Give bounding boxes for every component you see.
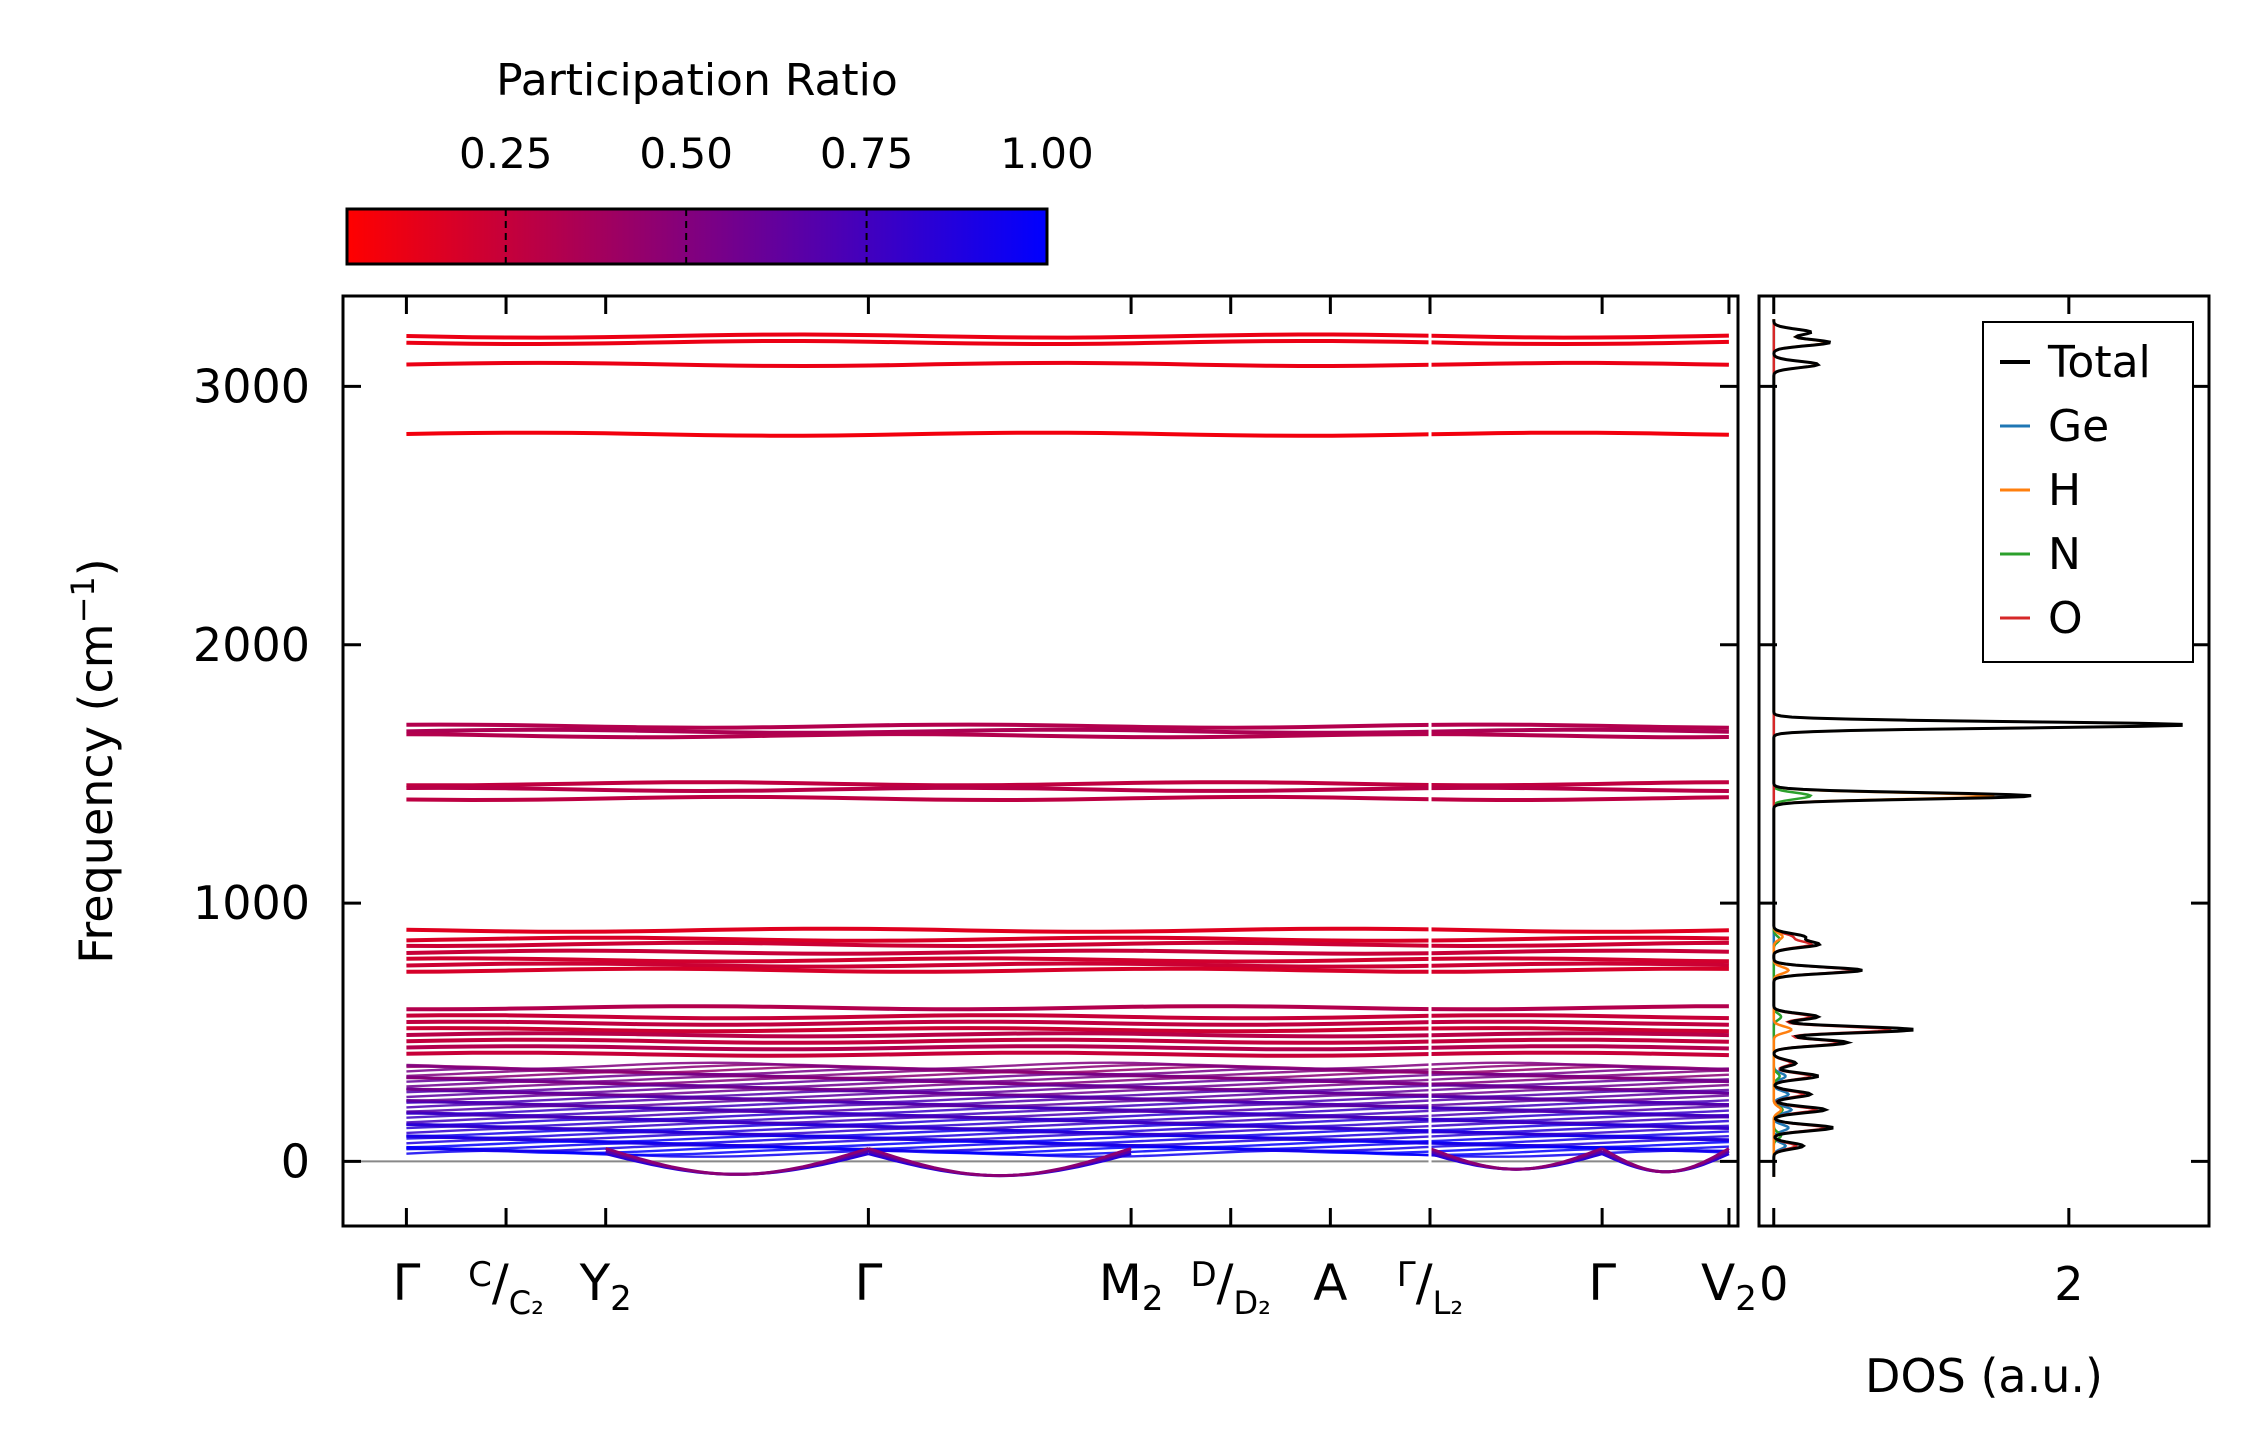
band-line: [406, 1111, 1729, 1121]
dos-x-tick-label: 0: [1759, 1257, 1788, 1311]
band-line: [406, 1123, 1729, 1132]
x-tick-label: Γ: [392, 1254, 420, 1312]
colorbar-tick-labels: 0.25 0.50 0.75 1.00: [459, 129, 1094, 178]
dos-x-tick-label: 2: [2054, 1257, 2083, 1311]
flat-band-line: [406, 926, 1729, 934]
x-tick-label: Γ: [1588, 1254, 1616, 1312]
legend-label-h: H: [2048, 465, 2081, 516]
acoustic-band-line: [605, 1147, 869, 1176]
flat-band-line: [406, 339, 1729, 347]
flat-band-line: [406, 1050, 1729, 1058]
colorbar-ticks: [504, 209, 868, 264]
band-line: [406, 1065, 1729, 1074]
colorbar-tick-label: 0.25: [459, 129, 553, 178]
x-tick-label: C/C₂: [468, 1254, 544, 1322]
band-line: [406, 1087, 1729, 1097]
flat-band-line: [406, 1031, 1729, 1039]
flat-band-line: [406, 727, 1729, 735]
x-tick-label: M2: [1099, 1254, 1164, 1319]
flat-band-line: [406, 1026, 1729, 1034]
y-tick-label: 0: [281, 1134, 310, 1188]
flat-band-line: [406, 794, 1729, 803]
y-tick-label: 1000: [193, 876, 310, 930]
colorbar-gradient: [345, 207, 1049, 266]
flat-band-line: [406, 1044, 1729, 1052]
flat-band-line: [406, 430, 1729, 438]
x-tick-label: D/D₂: [1190, 1254, 1271, 1322]
acoustic-band-line: [1429, 1147, 1603, 1171]
acoustic-band-line: [1601, 1152, 1730, 1174]
x-tick-label: Y2: [579, 1254, 632, 1319]
dos-legend: Total Ge HNO: [1982, 321, 2194, 663]
band-line: [406, 1134, 1729, 1143]
dos-line-total: [1772, 319, 2183, 1177]
colorbar-tick-label: 0.50: [639, 129, 733, 178]
y-tick-label: 2000: [193, 618, 310, 672]
dos-panel: 0 2 DOS (a.u.) Total Ge HNO: [1757, 294, 2211, 1403]
dos-x-axis-label: DOS (a.u.): [1865, 1349, 2103, 1403]
x-tick-label: Γ/L₂: [1397, 1254, 1463, 1322]
legend-label-o: O: [2048, 593, 2083, 644]
band-line: [406, 1061, 1729, 1071]
band-structure-panel: 0 1000 2000 3000 Γ C/C₂ Y2 Γ M2 D/D₂ A Γ/L₂ Γ V2 Fre…: [64, 294, 1757, 1322]
flat-band-line: [406, 1013, 1729, 1021]
colorbar-title: Participation Ratio: [496, 55, 898, 106]
colorbar-tick-label: 0.75: [820, 129, 914, 178]
flat-band-line: [406, 948, 1729, 956]
legend-label-total: Total: [2047, 337, 2151, 388]
band-line: [406, 1098, 1729, 1108]
colorbar-tick-label: 1.00: [1000, 129, 1094, 178]
flat-band-line: [406, 785, 1729, 794]
acoustic-band-line: [867, 1147, 1132, 1178]
flat-band-line: [406, 966, 1729, 974]
band-line: [406, 1089, 1729, 1099]
flat-band-line: [406, 956, 1729, 964]
flat-band-line: [406, 935, 1729, 943]
flat-band-line: [406, 1019, 1729, 1027]
flat-band-line: [406, 940, 1729, 949]
flat-band-line: [406, 780, 1729, 788]
band-line: [406, 1110, 1729, 1119]
legend-box: [1982, 321, 2194, 663]
x-tick-label: A: [1313, 1254, 1347, 1312]
y-tick-label: 3000: [193, 359, 310, 413]
legend-label-ge: Ge: [2048, 401, 2109, 452]
band-line: [406, 1063, 1729, 1073]
flat-band-line: [406, 1037, 1729, 1045]
x-tick-label: V2: [1701, 1254, 1757, 1319]
acoustic-band-line: [1601, 1147, 1730, 1174]
flat-band-line: [406, 332, 1729, 340]
x-tick-label: Γ: [854, 1254, 882, 1312]
y-axis-label: Frequency (cm−1): [64, 558, 123, 963]
flat-band-line: [406, 360, 1729, 369]
flat-band-line: [406, 961, 1729, 969]
flat-band-line: [406, 732, 1729, 740]
band-line: [406, 1136, 1729, 1145]
dos-axes-frame: [1757, 294, 2211, 1228]
flat-band-line: [406, 1004, 1729, 1012]
band-line: [406, 1100, 1729, 1110]
legend-label-n: N: [2048, 529, 2081, 580]
band-axes-frame: [341, 294, 1740, 1228]
flat-band-line: [406, 722, 1729, 730]
band-line: [406, 1076, 1729, 1086]
band-line: [406, 1145, 1729, 1155]
